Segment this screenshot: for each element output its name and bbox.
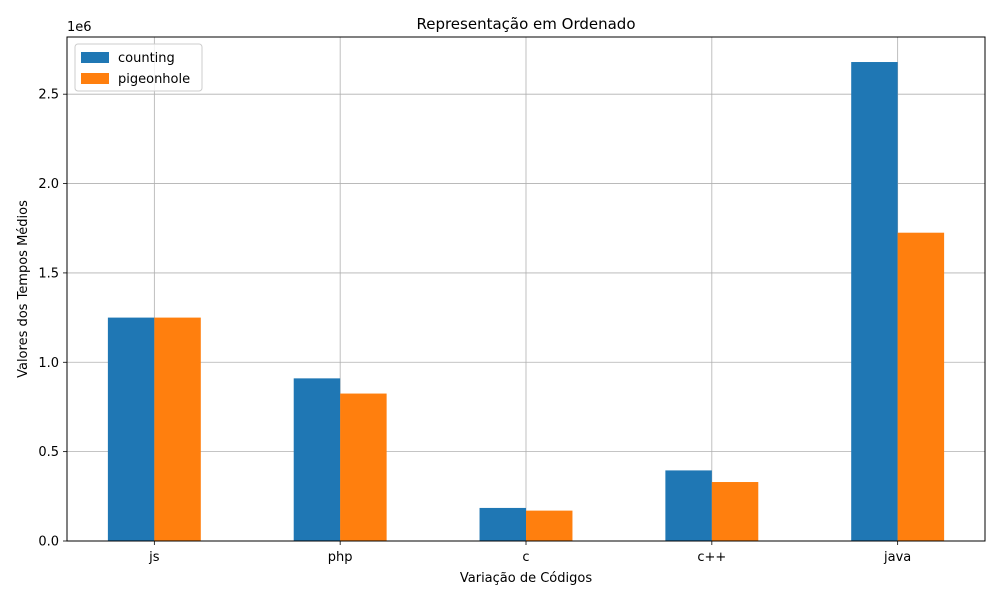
legend: counting pigeonhole: [74, 43, 203, 92]
legend-swatch-counting: [81, 52, 109, 63]
chart-title: Representação em Ordenado: [416, 15, 635, 33]
x-tick-label: js: [148, 550, 160, 565]
y-tick-label: 1.0: [38, 356, 59, 371]
bar-pigeonhole-c++: [711, 482, 759, 541]
x-tick-label: c++: [697, 550, 726, 565]
bar-counting-java: [851, 62, 898, 542]
y-axis-offset-label: 1e6: [67, 20, 92, 35]
bar-counting-c: [479, 507, 526, 541]
y-tick-label: 2.5: [38, 88, 59, 103]
y-tick-label: 2.0: [38, 177, 59, 192]
bar-pigeonhole-java: [897, 232, 945, 541]
y-axis-label: Valores dos Tempos Médios: [16, 200, 31, 378]
x-tick-label: php: [328, 550, 353, 565]
bar-pigeonhole-php: [340, 393, 387, 541]
y-tick-label: 1.5: [38, 266, 59, 281]
legend-swatch-pigeonhole: [81, 73, 109, 84]
y-tick-label: 0.5: [38, 445, 59, 460]
x-axis-label: Variação de Códigos: [460, 571, 592, 586]
y-axis-ticks: 0.0 0.5 1.0 1.5 2.0 2.5: [38, 88, 67, 550]
legend-label-counting: counting: [118, 51, 175, 66]
y-tick-label: 0.0: [38, 535, 59, 550]
bars: [107, 62, 945, 542]
bar-counting-c++: [665, 470, 712, 541]
bar-pigeonhole-c: [526, 510, 573, 541]
x-tick-label: java: [883, 550, 911, 565]
bar-counting-js: [107, 317, 155, 541]
bar-counting-php: [293, 378, 341, 541]
x-axis-ticks: js php c c++ java: [148, 541, 911, 565]
x-tick-label: c: [522, 550, 529, 565]
legend-label-pigeonhole: pigeonhole: [118, 72, 190, 87]
bar-pigeonhole-js: [154, 317, 201, 541]
